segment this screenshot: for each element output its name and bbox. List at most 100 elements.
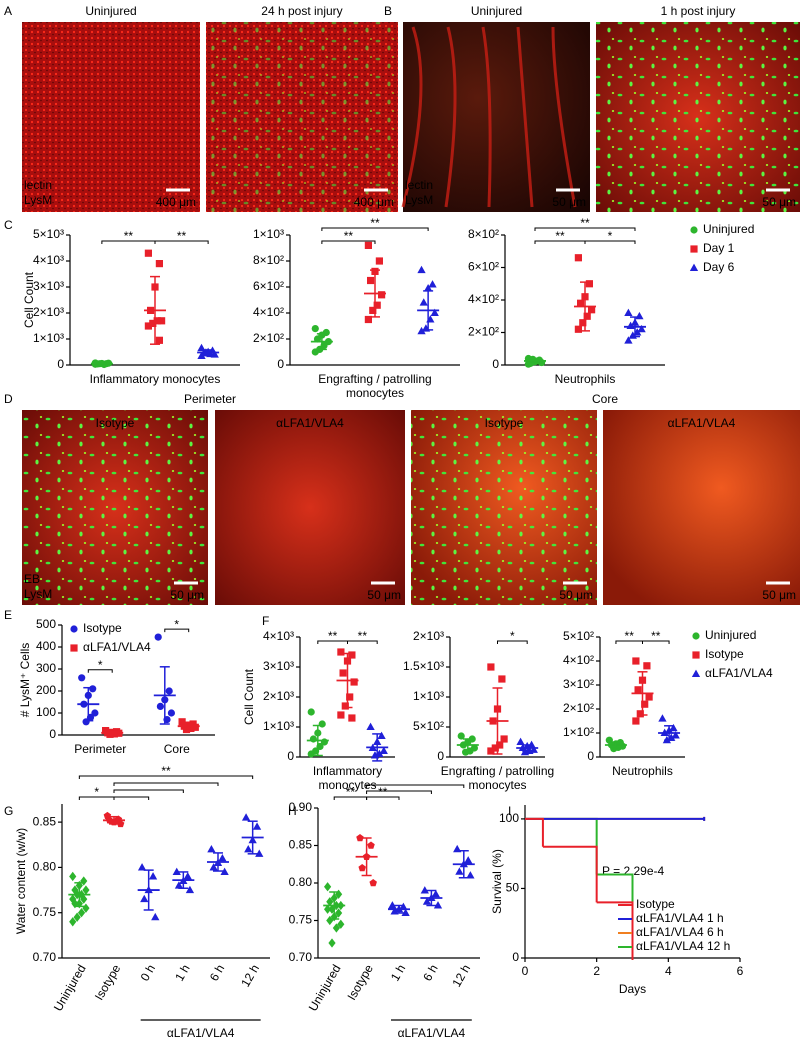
legend-marker (70, 644, 78, 652)
image-title: αLFA1/VLA4 (276, 416, 344, 430)
legend-label: Day 6 (703, 260, 735, 274)
data-point (487, 663, 495, 671)
y-tick-label: 3×10³ (33, 279, 64, 293)
y-tick-label: 8×10² (468, 227, 499, 241)
x-axis-title: Neutrophils (612, 764, 673, 778)
data-point (634, 686, 642, 694)
data-point (455, 867, 464, 875)
data-point (151, 912, 160, 921)
y-tick-label: 0.85 (289, 838, 313, 852)
legend-marker (691, 669, 701, 678)
y-tick-label: 1×10³ (263, 719, 294, 733)
data-point (377, 731, 386, 740)
y-tick-label: 300 (36, 661, 56, 675)
vessel (401, 26, 423, 208)
x-axis-title: monocytes (318, 778, 376, 792)
data-point (577, 299, 585, 307)
y-tick-label: 2×10² (563, 701, 594, 715)
x-tick-label: 0 h (138, 962, 158, 983)
x-axis-title: monocytes (468, 778, 526, 792)
micrograph-signal (411, 410, 597, 605)
data-point (671, 731, 680, 739)
panel-label: H (288, 804, 297, 818)
data-point (388, 901, 397, 909)
legend-label: αLFA1/VLA4 6 h (636, 925, 724, 939)
data-point (574, 254, 582, 262)
data-point (209, 863, 218, 871)
x-tick-label: Uninjured (51, 962, 89, 1013)
y-tick-label: 4×10² (253, 305, 284, 319)
survival-step (596, 873, 634, 958)
micrograph (403, 22, 590, 212)
y-tick-label: 4×10² (468, 292, 499, 306)
y-tick-label: 0 (277, 357, 284, 371)
data-point (154, 633, 162, 641)
stain-label: LysM (24, 193, 52, 207)
significance-bar (113, 796, 150, 800)
y-tick-label: 0.80 (33, 860, 57, 874)
data-point (367, 276, 375, 285)
data-point (524, 360, 533, 368)
image-title: Isotype (96, 416, 135, 430)
data-point (379, 746, 388, 755)
data-point (140, 894, 149, 903)
data-point (252, 822, 262, 830)
data-point (643, 662, 651, 670)
y-tick-label: 0 (49, 727, 56, 741)
data-point (337, 648, 345, 656)
y-tick-label: 0 (287, 749, 294, 763)
significance-label: * (510, 629, 515, 643)
data-point (165, 687, 173, 695)
x-tick-label: 2 (593, 964, 600, 978)
survival-step (525, 817, 544, 847)
data-point (311, 325, 319, 333)
scale-bar-label: 400 μm (354, 195, 394, 209)
micrograph-signal (206, 22, 398, 212)
data-point (366, 722, 375, 731)
significance-bar (321, 227, 429, 231)
data-point (635, 311, 644, 320)
y-tick-label: 100 (499, 811, 519, 825)
data-point (645, 693, 653, 701)
significance-bar (366, 796, 400, 800)
data-point (422, 897, 432, 905)
significance-label: ** (328, 629, 338, 643)
data-point (378, 291, 386, 299)
data-point (466, 871, 475, 879)
y-tick-label: 2×10³ (413, 629, 444, 643)
data-point (197, 351, 206, 359)
significance-bar (642, 640, 670, 644)
group-label: αLFA1/VLA4 (398, 1026, 466, 1040)
scale-bar-label: 50 μm (367, 588, 401, 602)
legend-label: Isotype (705, 647, 744, 661)
data-point (433, 901, 443, 909)
legend-label: Isotype (83, 621, 122, 635)
x-axis-title: monocytes (346, 386, 404, 400)
x-tick-label: 1 h (172, 962, 192, 983)
data-point (669, 723, 678, 732)
group-label: αLFA1/VLA4 (167, 1026, 235, 1040)
y-tick-label: 400 (36, 639, 56, 653)
vessel (481, 26, 492, 208)
y-tick-label: 0 (512, 950, 519, 964)
y-tick-label: 50 (506, 881, 520, 895)
significance-label: ** (344, 229, 354, 243)
scale-bar-label: 50 μm (552, 195, 586, 209)
y-tick-label: 0.90 (289, 800, 313, 814)
data-point (218, 854, 227, 862)
x-tick-label: 12 h (449, 962, 473, 989)
panel-label: E (4, 608, 12, 622)
panel-label: I (508, 804, 511, 818)
data-point (457, 732, 465, 740)
data-point (91, 709, 99, 717)
data-point (417, 326, 426, 335)
legend-label: Day 1 (703, 241, 735, 255)
image-title: αLFA1/VLA4 (668, 416, 736, 430)
data-point (155, 260, 163, 268)
data-point (307, 708, 315, 716)
data-point (332, 923, 340, 933)
x-axis-title: Engrafting / patrolling (318, 372, 431, 386)
significance-label: ** (161, 764, 171, 778)
data-point (356, 834, 364, 842)
data-point (172, 867, 181, 876)
